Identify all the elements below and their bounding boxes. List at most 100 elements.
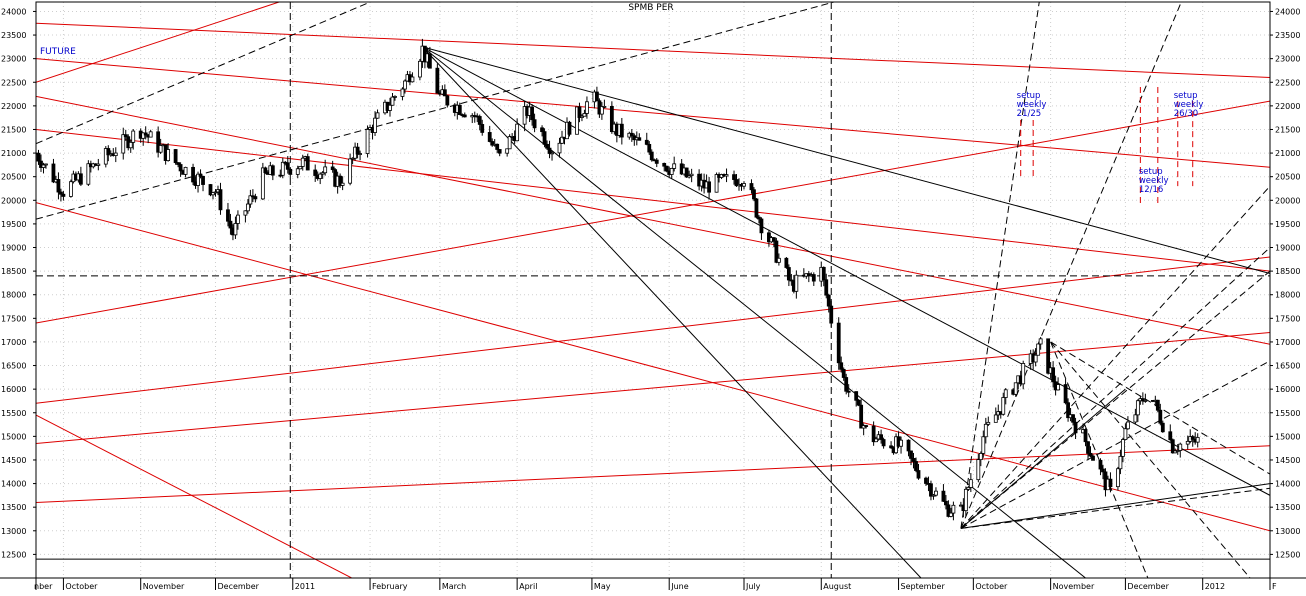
price-candle	[1108, 478, 1113, 488]
price-candle	[1051, 367, 1056, 383]
price-candle	[759, 218, 764, 234]
price-candle	[929, 483, 933, 497]
price-candle	[649, 151, 654, 161]
price-candle	[934, 490, 938, 496]
red-trend-line	[36, 414, 353, 578]
y-tick-label-left: 23000	[1, 55, 26, 64]
price-candle	[505, 148, 510, 154]
price-candle	[300, 157, 305, 167]
y-tick-label-right: 13000	[1275, 527, 1300, 536]
price-candle	[228, 220, 233, 229]
y-tick-label-right: 12500	[1275, 550, 1300, 559]
price-candle	[495, 143, 500, 150]
red-trend-line	[36, 331, 1270, 444]
black-dashed-trend-line	[960, 2, 1040, 529]
price-candle	[403, 80, 407, 90]
price-candle	[158, 145, 163, 153]
y-tick-label-right: 18000	[1275, 291, 1300, 300]
y-tick-label-left: 19500	[1, 220, 26, 229]
black-dashed-trend-line	[960, 185, 1270, 529]
y-tick-label-left: 15500	[1, 409, 26, 418]
price-candle	[208, 184, 213, 196]
price-candle	[776, 257, 781, 263]
price-candle	[595, 91, 599, 102]
price-candle	[313, 169, 318, 176]
black-dashed-trend-line	[1050, 341, 1270, 475]
setup-label-text: setup	[1174, 91, 1198, 101]
price-candle	[201, 175, 205, 185]
price-candle	[687, 175, 692, 178]
price-candle	[742, 183, 746, 187]
x-tick-label: nber	[34, 582, 53, 591]
price-candle	[128, 141, 133, 149]
price-candle	[1038, 338, 1043, 345]
price-candle	[348, 158, 353, 184]
price-candle	[714, 174, 719, 193]
price-candle	[1003, 389, 1008, 398]
x-tick-label: F	[1272, 582, 1277, 591]
price-candle	[318, 173, 323, 179]
x-tick-label: May	[594, 582, 611, 591]
price-candle	[1013, 382, 1018, 395]
y-tick-label-right: 24000	[1275, 7, 1300, 16]
annotations: SPMB PER FUTURE setupweekly21/25setupwee…	[40, 3, 1203, 195]
price-candle	[542, 131, 547, 145]
price-candle	[198, 173, 203, 177]
price-candle	[1001, 397, 1006, 415]
price-candle	[1086, 441, 1090, 454]
price-candle	[365, 129, 370, 154]
price-candle	[141, 132, 146, 139]
price-candle	[909, 450, 913, 459]
y-tick-label-left: 18500	[1, 267, 26, 276]
setup-label-text: setup	[1017, 91, 1041, 101]
price-candle	[871, 425, 876, 443]
y-tick-label-right: 16000	[1275, 385, 1300, 394]
price-candle	[916, 470, 921, 479]
red-trend-line	[36, 58, 1270, 168]
price-candle	[732, 174, 736, 180]
black-trend-line	[960, 483, 1270, 529]
price-candle	[373, 117, 377, 133]
price-candle	[497, 149, 502, 154]
price-candle	[1091, 455, 1095, 461]
price-candle	[410, 76, 415, 83]
y-tick-label-left: 17500	[1, 314, 26, 323]
setup-label-text: setup	[1139, 167, 1163, 177]
price-candle	[889, 445, 893, 449]
red-trend-line	[36, 445, 1270, 503]
price-candle	[899, 439, 903, 447]
y-tick-label-left: 24000	[1, 7, 26, 16]
price-candle	[1056, 384, 1061, 391]
black-dashed-trend-line	[36, 2, 372, 145]
price-candle	[1133, 414, 1138, 423]
price-candle	[477, 116, 482, 125]
price-candle	[941, 490, 946, 502]
price-candle	[123, 134, 128, 138]
price-candle	[1071, 414, 1075, 423]
y-tick-label-right: 23500	[1275, 31, 1300, 40]
price-candle	[629, 132, 634, 137]
price-candle	[811, 274, 816, 282]
black-trend-line	[422, 46, 922, 578]
y-tick-label-right: 18500	[1275, 267, 1300, 276]
chart-title: SPMB PER	[628, 3, 673, 13]
price-candle	[243, 210, 248, 216]
price-candle	[826, 294, 831, 307]
price-candle	[39, 160, 43, 168]
price-candle	[567, 121, 572, 135]
price-candle	[993, 414, 998, 423]
price-candle	[794, 274, 799, 292]
price-candle	[400, 88, 405, 97]
price-candle	[442, 89, 447, 97]
x-tick-label: November	[143, 582, 185, 591]
price-candle	[298, 166, 303, 170]
price-candle	[1046, 338, 1051, 374]
price-candle	[156, 131, 161, 153]
price-candle	[864, 425, 869, 427]
price-candle	[968, 479, 973, 488]
black-dashed-trend-line	[960, 487, 1270, 529]
price-candle	[323, 166, 328, 174]
price-candle	[689, 173, 694, 176]
price-candle	[191, 166, 195, 183]
